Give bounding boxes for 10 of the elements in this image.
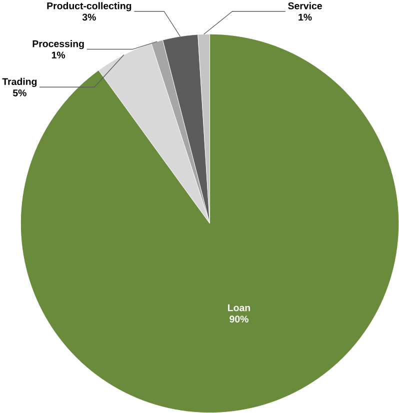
slice-label: Product-collecting xyxy=(47,2,132,12)
data-label: 1% xyxy=(298,14,312,21)
slice-label: Service xyxy=(288,2,322,10)
data-label: 3% xyxy=(82,14,96,21)
data-label: 5% xyxy=(12,90,26,96)
slice-label: Loan xyxy=(228,304,250,312)
slice-label: Trading xyxy=(2,78,36,87)
slice-label: Processing xyxy=(32,40,84,50)
data-label: 1% xyxy=(52,52,66,58)
data-label: 90% xyxy=(230,316,248,323)
